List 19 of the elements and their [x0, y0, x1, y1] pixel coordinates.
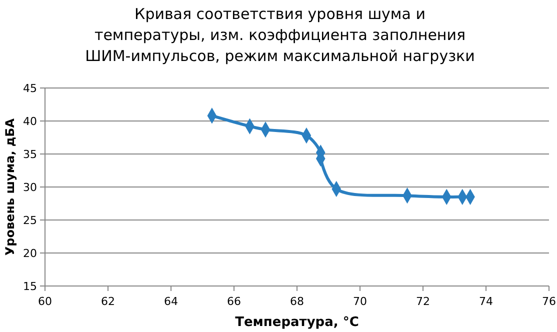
x-tick-label: 62: [101, 295, 115, 308]
y-tick-label: 35: [23, 148, 37, 161]
y-tick-label: 25: [23, 214, 37, 227]
x-tick-label: 76: [542, 295, 556, 308]
chart-title: Кривая соответствия уровня шума и температуры, изм. коэффициента заполнения ШИМ-импульсов, режим максимальной нагрузки: [85, 5, 475, 65]
x-axis-title: Температура, °C: [235, 315, 359, 330]
x-tick-label: 68: [290, 295, 304, 308]
x-tick-label: 70: [353, 295, 367, 308]
x-tick-label: 60: [38, 295, 52, 308]
y-tick-label: 30: [23, 181, 37, 194]
y-tick-label: 40: [23, 115, 37, 128]
x-tick-label: 72: [416, 295, 430, 308]
x-tick-label: 74: [479, 295, 493, 308]
y-axis-title: Уровень шума, дБА: [3, 118, 17, 256]
x-tick-label: 64: [164, 295, 178, 308]
y-tick-label: 45: [23, 82, 37, 95]
x-tick-label: 66: [227, 295, 241, 308]
y-tick-label: 20: [23, 247, 37, 260]
y-tick-label: 15: [23, 280, 37, 293]
